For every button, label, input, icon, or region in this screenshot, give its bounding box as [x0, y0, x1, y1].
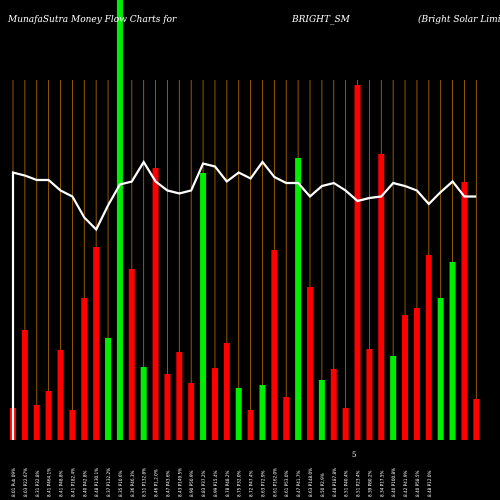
x-tick-label: 8.48 P12.0%: [427, 470, 432, 497]
x-tick-label: 8.31 P32.8%: [35, 470, 40, 497]
x-tick-label: 8.36 P46.3%: [130, 470, 135, 497]
inflow-bar: [235, 388, 242, 440]
inflow-bar: [200, 173, 207, 440]
outflow-bar: [57, 350, 64, 440]
chart-title-prefix: MunafaSutra Money Flow Charts for: [8, 15, 177, 25]
x-tick-label: 8.63 P72.9%: [260, 470, 265, 497]
outflow-bar: [211, 368, 218, 440]
inflow-bar: [390, 356, 397, 440]
outflow-bar: [164, 374, 171, 440]
price-line: [11, 159, 477, 440]
inflow-bar: [140, 367, 147, 440]
outflow-bar: [413, 308, 420, 440]
outflow-bar: [176, 352, 183, 440]
x-tick-label: 8.46 P1,2.0%: [154, 469, 159, 497]
x-tick-label: 8.63 P148.0%: [308, 468, 313, 497]
inflow-bar: [295, 158, 302, 440]
outflow-bar: [378, 154, 385, 440]
outflow-bar: [473, 399, 480, 440]
x-tick-label: 8.48 P187.8%: [332, 468, 337, 497]
outflow-bar: [33, 405, 40, 440]
x-tick-label: 8.51 P23.4%: [356, 470, 361, 497]
x-tick-label: 8.39 P80.2%: [367, 470, 372, 497]
x-tick-label: 8.40 P42.8%: [82, 470, 87, 497]
x-tick-label: 8.41 P182.4%: [70, 468, 75, 497]
x-tick-label: 8.48 P130.1%: [94, 468, 99, 497]
inflow-bar: [437, 298, 444, 440]
x-tick-label: 8.41 P464.1%: [47, 468, 52, 497]
x-axis-marker: 5: [352, 451, 356, 459]
inflow-bar: [318, 380, 325, 440]
inflow-bar: [449, 262, 456, 440]
x-tick-label: 8.01 Pub 09%: [11, 468, 16, 497]
x-tick-label: 8.61 P53.0%: [284, 470, 289, 497]
chart-title-symbol: BRIGHT_SM: [292, 15, 350, 25]
outflow-bar: [223, 343, 230, 440]
outflow-bar: [307, 287, 313, 440]
money-flow-bars: [10, 0, 480, 440]
x-tick-label: 8.90 P50.9%: [189, 470, 194, 497]
outflow-bar: [342, 408, 349, 440]
outflow-bar: [354, 85, 361, 440]
x-tick-label: 8.78 P48.2%: [225, 470, 230, 497]
outflow-bar: [188, 383, 195, 440]
x-tick-label: 8.37 P132.2%: [106, 468, 111, 497]
x-tick-label: 8.42 P41.9%: [403, 470, 408, 497]
x-tick-label: 8.03 P22.67%: [23, 468, 28, 497]
outflow-bar: [366, 349, 373, 440]
x-tick-label: 8.51 P132.8%: [142, 468, 147, 497]
x-tick-label: 8.40 P58.5%: [415, 470, 420, 497]
outflow-bar: [283, 397, 290, 440]
x-tick-labels: 8.01 Pub 09% 8.03 P22.67% 8.31 P32.8% 8.41 …: [11, 468, 432, 497]
outflow-bar: [402, 315, 409, 440]
outflow-bar: [425, 255, 432, 440]
x-tick-label: 8.41 P48.8%: [59, 470, 64, 497]
outflow-bar: [128, 269, 135, 440]
outflow-bar: [461, 182, 468, 440]
x-tick-label: 8.51 P40.4%: [344, 470, 349, 497]
outflow-bar: [330, 369, 337, 440]
x-tick-label: 8.83 P37.2%: [201, 470, 206, 497]
inflow-bar: [259, 385, 266, 440]
outflow-bar: [152, 168, 159, 440]
x-tick-label: 8.61 P162.0%: [272, 468, 277, 497]
inflow-bar: [105, 338, 112, 440]
x-tick-label: 8.35 P10.6%: [118, 470, 123, 497]
outflow-bar: [69, 410, 76, 440]
x-tick-label: 8.47 P41.7%: [296, 470, 301, 497]
x-tick-label: 8.43 P149.5%: [177, 468, 182, 497]
outflow-bar: [271, 250, 278, 440]
x-tick-label: 8.75 P32.0%: [237, 470, 242, 497]
outflow-bar: [21, 330, 28, 440]
x-tick-label: 8.72 P47.4%: [249, 470, 254, 497]
outflow-bar: [81, 298, 88, 440]
x-tick-label: 8.47 P43.6%: [165, 470, 170, 497]
inflow-bar: [116, 0, 123, 440]
outflow-bar: [45, 391, 52, 440]
x-tick-label: 8.99 P15.4%: [213, 470, 218, 497]
outflow-bar: [247, 410, 254, 440]
chart-title-company: (Bright Solar Limit: [418, 15, 500, 25]
outflow-bar: [93, 247, 100, 440]
x-tick-label: 8.50 P2,9%: [320, 473, 325, 497]
x-tick-label: 8.34 P17.5%: [379, 470, 384, 497]
price-line-group: [11, 159, 477, 440]
x-tick-label: 8.40 P100.8%: [391, 468, 396, 497]
